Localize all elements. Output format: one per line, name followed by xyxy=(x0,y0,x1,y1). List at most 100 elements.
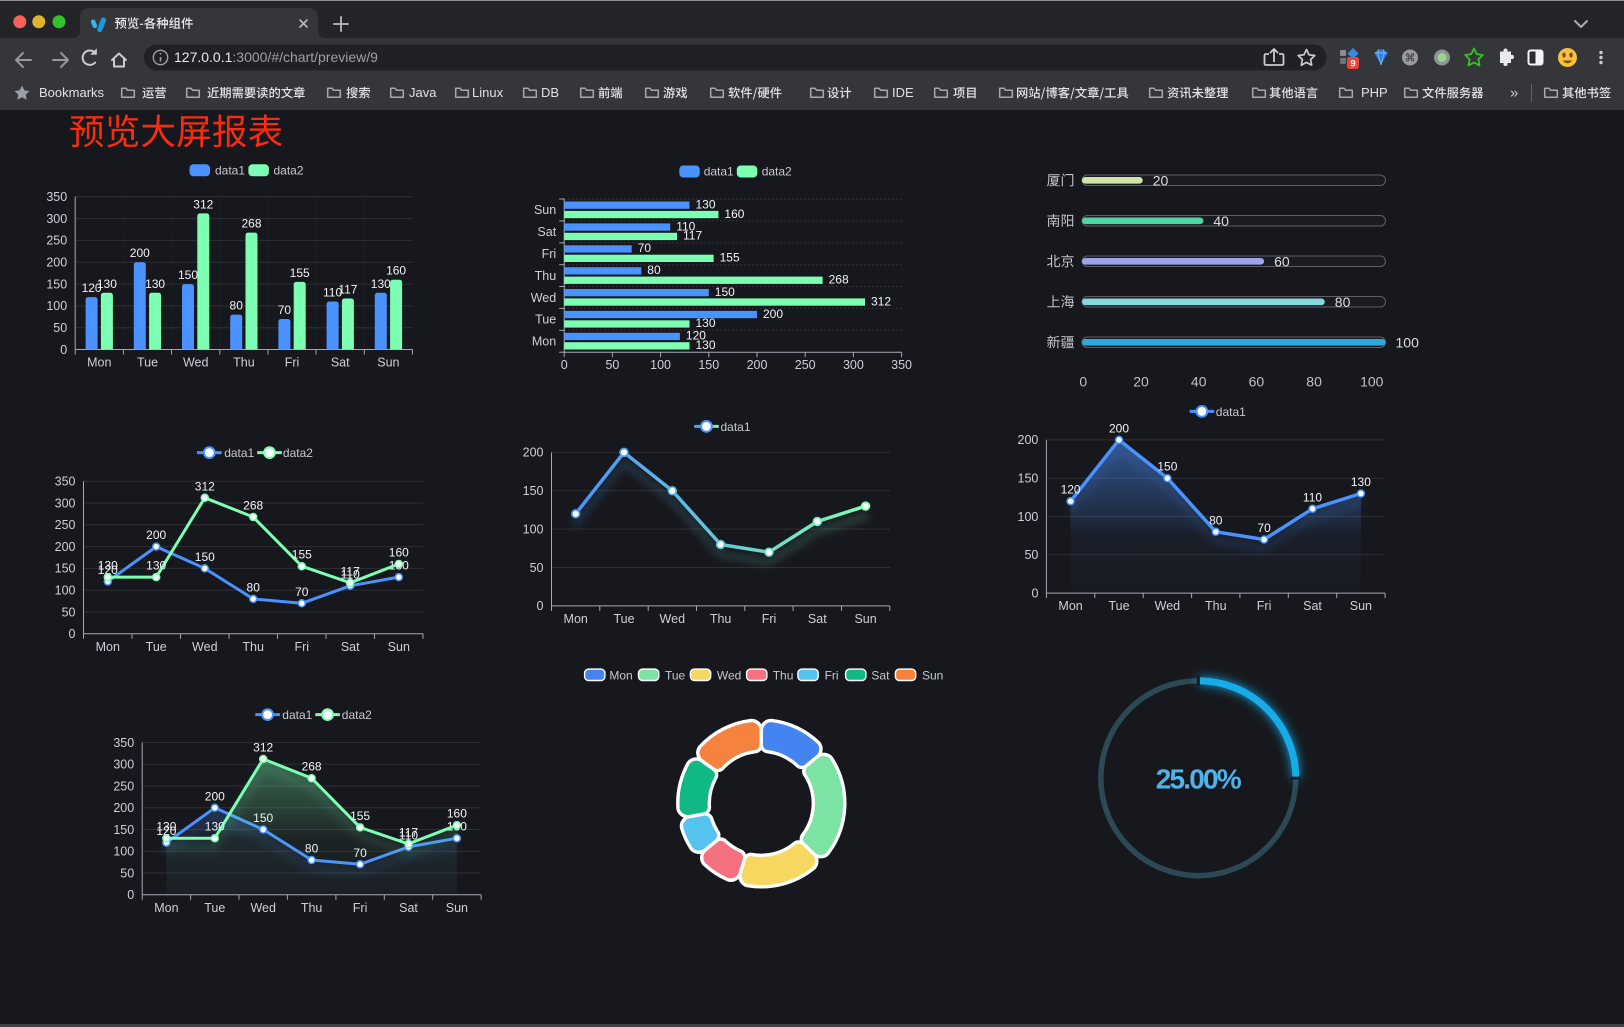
svg-text:130: 130 xyxy=(156,820,176,834)
svg-text:117: 117 xyxy=(683,229,702,243)
svg-text:80: 80 xyxy=(1209,513,1223,527)
svg-text:data1: data1 xyxy=(721,420,751,434)
svg-text:150: 150 xyxy=(715,285,735,299)
svg-text:Tue: Tue xyxy=(535,313,556,327)
svg-text:150: 150 xyxy=(178,268,198,282)
svg-text:Sat: Sat xyxy=(341,640,360,654)
svg-text:50: 50 xyxy=(53,321,67,335)
svg-text:Sun: Sun xyxy=(446,901,468,915)
svg-text:20: 20 xyxy=(1133,374,1149,390)
svg-text:40: 40 xyxy=(1213,213,1229,229)
svg-text:350: 350 xyxy=(55,475,76,489)
svg-text:110: 110 xyxy=(323,286,342,300)
svg-text:Sat: Sat xyxy=(808,612,827,626)
svg-text:50: 50 xyxy=(120,866,134,880)
svg-text:Fri: Fri xyxy=(825,669,839,683)
svg-text:Sun: Sun xyxy=(388,640,410,654)
svg-text:Wed: Wed xyxy=(1155,599,1181,613)
svg-text:9: 9 xyxy=(1350,59,1355,70)
svg-text:Java: Java xyxy=(409,85,437,100)
svg-text:data1: data1 xyxy=(224,446,254,460)
svg-text:150: 150 xyxy=(523,484,544,498)
svg-text:110: 110 xyxy=(341,567,360,581)
svg-text:80: 80 xyxy=(647,263,661,277)
svg-text:200: 200 xyxy=(205,789,225,803)
svg-text:0: 0 xyxy=(69,627,76,641)
svg-text:120: 120 xyxy=(686,329,706,343)
svg-text:0: 0 xyxy=(1079,374,1087,390)
svg-text:0: 0 xyxy=(1031,586,1038,600)
svg-text:150: 150 xyxy=(1018,472,1039,486)
svg-text:0: 0 xyxy=(537,599,544,613)
svg-text:Wed: Wed xyxy=(183,356,209,370)
svg-text:250: 250 xyxy=(46,234,67,248)
svg-text:data2: data2 xyxy=(342,708,372,722)
svg-text:120: 120 xyxy=(98,563,118,577)
svg-text:268: 268 xyxy=(829,273,849,287)
svg-text:Fri: Fri xyxy=(762,612,777,626)
svg-text:50: 50 xyxy=(62,605,76,619)
svg-text:Thu: Thu xyxy=(773,669,794,683)
svg-text:20: 20 xyxy=(1153,172,1169,188)
svg-text:Tue: Tue xyxy=(665,669,686,683)
svg-text:»: » xyxy=(1510,85,1518,102)
svg-text:50: 50 xyxy=(1024,548,1038,562)
svg-text:Thu: Thu xyxy=(710,612,732,626)
svg-text:Tue: Tue xyxy=(137,356,158,370)
svg-text:Bookmarks: Bookmarks xyxy=(39,85,105,100)
svg-text:130: 130 xyxy=(696,316,716,330)
svg-text:155: 155 xyxy=(292,548,312,562)
svg-text:200: 200 xyxy=(1018,433,1039,447)
svg-text:Sun: Sun xyxy=(534,203,556,217)
svg-text:110: 110 xyxy=(676,219,695,233)
svg-text:160: 160 xyxy=(386,264,406,278)
svg-text:Tue: Tue xyxy=(204,901,225,915)
svg-text:Tue: Tue xyxy=(146,640,167,654)
svg-text:130: 130 xyxy=(97,277,117,291)
svg-text:130: 130 xyxy=(146,559,166,573)
svg-text:Linux: Linux xyxy=(472,85,504,100)
svg-text:200: 200 xyxy=(46,256,67,270)
svg-text:Mon: Mon xyxy=(1058,599,1082,613)
svg-text:250: 250 xyxy=(795,358,816,372)
svg-text:312: 312 xyxy=(195,479,215,493)
svg-text:100: 100 xyxy=(1360,374,1384,390)
svg-text:data2: data2 xyxy=(283,446,313,460)
svg-text:Sun: Sun xyxy=(377,356,399,370)
svg-text:120: 120 xyxy=(1061,483,1081,497)
svg-text:150: 150 xyxy=(698,358,719,372)
svg-text:data2: data2 xyxy=(762,165,792,179)
svg-text:data1: data1 xyxy=(215,164,245,178)
svg-text:110: 110 xyxy=(1303,490,1322,504)
svg-text:Thu: Thu xyxy=(1205,599,1227,613)
svg-text:Wed: Wed xyxy=(660,612,686,626)
svg-text:Wed: Wed xyxy=(531,291,557,305)
svg-text:0: 0 xyxy=(60,343,67,357)
svg-text:Mon: Mon xyxy=(564,612,588,626)
svg-text:50: 50 xyxy=(530,561,544,575)
svg-text:Sat: Sat xyxy=(331,356,350,370)
svg-text:110: 110 xyxy=(399,828,418,842)
svg-text:Thu: Thu xyxy=(242,640,264,654)
svg-text:100: 100 xyxy=(523,522,544,536)
svg-text:Fri: Fri xyxy=(353,901,368,915)
svg-text:100: 100 xyxy=(1018,510,1039,524)
svg-text:0: 0 xyxy=(127,888,134,902)
svg-text:200: 200 xyxy=(1109,421,1129,435)
svg-text:160: 160 xyxy=(447,807,467,821)
svg-text:60: 60 xyxy=(1249,374,1265,390)
svg-text:300: 300 xyxy=(113,758,134,772)
svg-text:70: 70 xyxy=(278,303,292,317)
svg-text:312: 312 xyxy=(253,741,273,755)
svg-text:350: 350 xyxy=(891,358,912,372)
svg-text:130: 130 xyxy=(371,277,391,291)
svg-text:200: 200 xyxy=(146,528,166,542)
svg-text:Sat: Sat xyxy=(871,669,890,683)
svg-text:312: 312 xyxy=(871,294,891,308)
svg-text:DB: DB xyxy=(541,85,559,100)
svg-text:Sun: Sun xyxy=(1350,599,1372,613)
svg-text:IDE: IDE xyxy=(892,85,914,100)
svg-text:Mon: Mon xyxy=(96,640,120,654)
svg-text:Fri: Fri xyxy=(285,356,300,370)
svg-text:117: 117 xyxy=(341,564,360,578)
